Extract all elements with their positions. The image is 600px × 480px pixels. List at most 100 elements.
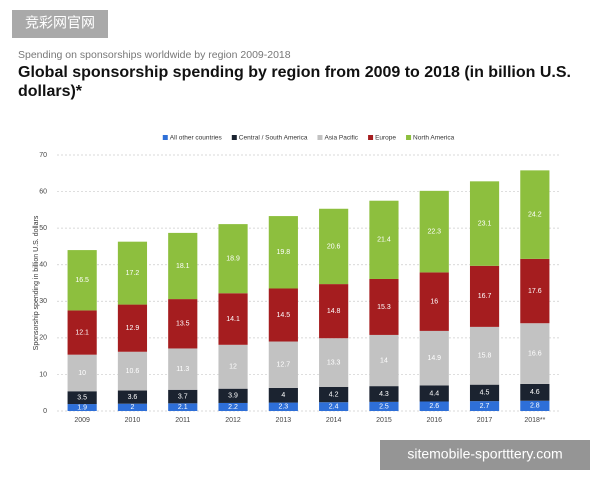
- legend-label: Central / South America: [239, 135, 308, 142]
- bar-segment: [168, 403, 198, 411]
- bar-segment: [469, 265, 500, 327]
- data-label: 24.2: [528, 211, 542, 218]
- bar-segment: [268, 402, 298, 411]
- legend-marker: [231, 135, 237, 140]
- x-tick-label: 2016: [426, 417, 442, 424]
- data-label: 16.5: [75, 277, 89, 284]
- watermark: 竞彩网官网: [25, 15, 95, 31]
- data-label: 20.6: [327, 243, 341, 250]
- bar-segment: [469, 384, 500, 402]
- watermark-box: [380, 440, 590, 470]
- bar-segment: [469, 181, 500, 266]
- bar-segment: [520, 400, 550, 411]
- chart-subtitle: Spending on sponsorships worldwide by re…: [18, 49, 291, 61]
- data-label: 2.7: [480, 403, 490, 410]
- y-tick-label: 0: [43, 408, 47, 415]
- bar-segment: [67, 250, 97, 311]
- x-tick-label: 2015: [376, 417, 392, 424]
- legend: All other countries Central / South Ameri…: [162, 135, 455, 142]
- bar-segment: [469, 401, 500, 411]
- data-label: 17.2: [126, 270, 140, 277]
- data-label: 4.6: [530, 389, 540, 396]
- data-label: 15.3: [377, 304, 391, 311]
- bar-segment: [369, 200, 399, 279]
- bar-segment: [218, 388, 248, 403]
- bar-segment: [218, 224, 248, 294]
- x-tick-label: 2011: [175, 417, 190, 424]
- data-label: 12.9: [126, 325, 140, 332]
- y-tick-label: 70: [39, 152, 47, 159]
- bar-segment: [117, 304, 148, 352]
- data-label: 14.8: [327, 308, 341, 315]
- bar-segment: [520, 258, 550, 324]
- legend-marker: [317, 135, 323, 140]
- bar-segment: [369, 278, 399, 335]
- data-label: 10: [78, 370, 86, 377]
- bar-segment: [117, 403, 148, 411]
- data-label: 14.9: [427, 355, 441, 362]
- bar-segment: [117, 241, 148, 305]
- x-tick-label: 2017: [477, 417, 493, 424]
- data-label: 14.5: [277, 312, 291, 319]
- bar-segment: [419, 190, 449, 273]
- data-label: 16.7: [478, 293, 492, 300]
- data-label: 15.8: [478, 353, 492, 360]
- bar-segment: [319, 284, 349, 339]
- data-label: 22.3: [427, 228, 441, 235]
- data-label: 16: [430, 298, 438, 305]
- watermark: sitemobile-sportttery.com: [407, 446, 562, 462]
- data-label: 11.3: [176, 366, 189, 373]
- data-label: 12: [229, 364, 237, 371]
- y-tick-label: 20: [39, 335, 47, 342]
- bar-segment: [218, 344, 248, 389]
- data-label: 2.5: [379, 403, 389, 410]
- bar-segment: [319, 402, 349, 411]
- bar-segment: [369, 386, 399, 402]
- data-label: 13.5: [176, 321, 190, 328]
- bar-segment: [419, 330, 449, 386]
- data-label: 3.6: [128, 394, 138, 401]
- x-tick-label: 2013: [276, 417, 292, 424]
- y-axis-label: Sponsorship spending in billion U.S. dol…: [33, 215, 40, 350]
- bar-segment: [520, 170, 550, 259]
- bar-segment: [419, 272, 449, 331]
- bar-segment: [67, 391, 97, 405]
- chart-title: Global sponsorship spending by region fr…: [18, 64, 571, 100]
- plot: 0 10 20 30 40 50 60 70 1.9 3.5 10 12.1 16.5 2009 2 3.6 1…: [39, 135, 560, 424]
- bar-segment: [117, 351, 148, 391]
- legend-label: Asia Pacific: [324, 135, 358, 142]
- data-label: 21.4: [377, 237, 391, 244]
- x-tick-label: 2014: [326, 417, 342, 424]
- bar-segment: [319, 208, 349, 285]
- data-label: 18.9: [226, 256, 240, 263]
- data-label: 2.3: [278, 404, 288, 411]
- legend-marker: [162, 135, 168, 140]
- x-tick-label: 2012: [225, 417, 241, 424]
- bar-segment: [168, 232, 198, 300]
- y-tick-label: 30: [39, 298, 47, 305]
- bar-segment: [268, 216, 298, 289]
- y-tick-label: 50: [39, 225, 47, 232]
- legend-label: Europe: [375, 135, 396, 142]
- bar-segment: [268, 341, 298, 388]
- bar-segment: [268, 387, 298, 403]
- data-label: 3.7: [178, 393, 188, 400]
- bar-segment: [419, 401, 449, 411]
- data-label: 18.1: [176, 263, 190, 270]
- data-label: 12.1: [75, 329, 89, 336]
- data-label: 2.6: [429, 403, 439, 410]
- legend-label: North America: [413, 135, 455, 142]
- data-label: 17.6: [528, 288, 542, 295]
- data-label: 2.1: [178, 404, 188, 411]
- bar-segment: [67, 354, 97, 392]
- data-label: 10.6: [126, 368, 140, 375]
- bar-segment: [319, 386, 349, 403]
- data-label: 12.7: [277, 362, 291, 369]
- bar-segment: [168, 299, 198, 349]
- bar-segment: [67, 404, 97, 411]
- bar-segment: [218, 293, 248, 345]
- bar-segment: [369, 401, 399, 411]
- bar-segment: [520, 383, 550, 401]
- data-label: 14.1: [226, 316, 240, 323]
